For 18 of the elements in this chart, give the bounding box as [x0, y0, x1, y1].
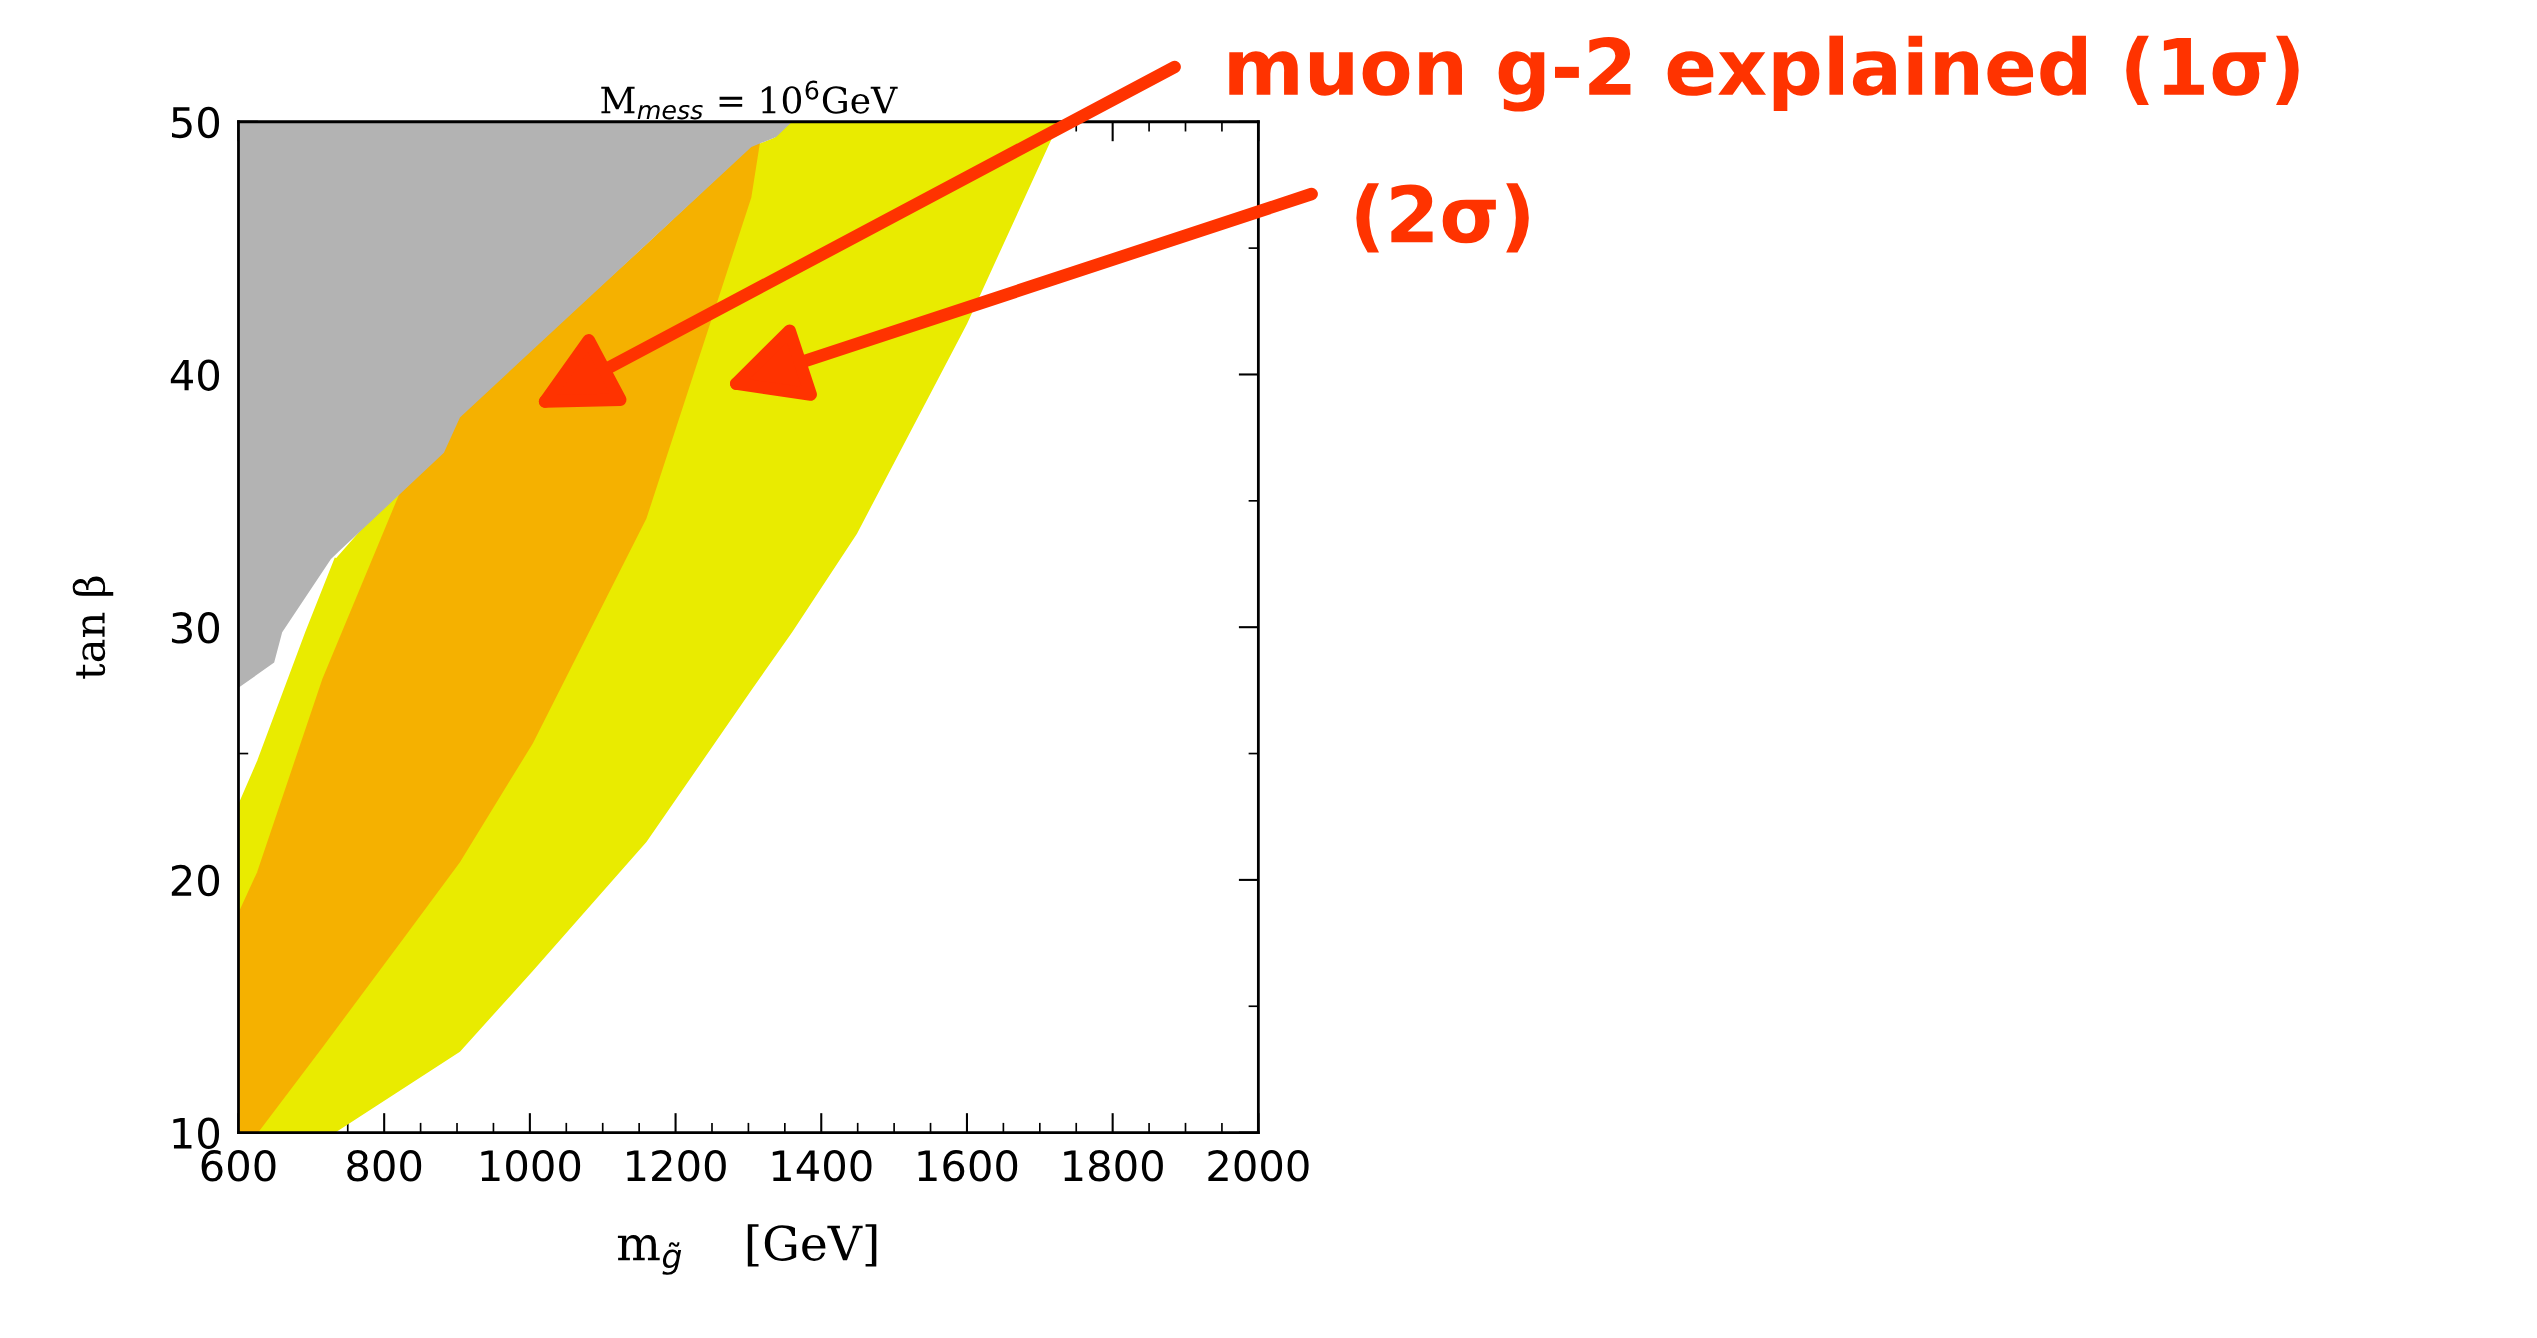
x-tick-label: 1600	[918, 1150, 1018, 1182]
chart-title: M$_{mess}$ = 10$^{6}$GeV	[601, 80, 898, 120]
x-tick-label: 1400	[772, 1150, 872, 1182]
x-tick-label: 600	[201, 1150, 276, 1182]
y-tick-label: 50	[172, 106, 220, 139]
x-tick-label: 1000	[481, 1150, 581, 1182]
text: m$_{g̃}$ [GeV]	[617, 1224, 877, 1275]
y-tick-label: 40	[170, 359, 220, 391]
x-tick-label: 1200	[627, 1150, 726, 1182]
x-tick-label: 1800	[1064, 1150, 1163, 1182]
x-tick-label: 2000	[1208, 1150, 1309, 1182]
y-tick-label: 20	[171, 864, 220, 897]
y-tick-label: 10	[173, 1117, 220, 1150]
y-tick-label: 30	[171, 612, 220, 644]
text: (2σ)	[1356, 183, 1529, 253]
text: muon g-2 explained (1σ)	[1229, 35, 2299, 112]
x-tick-label: 800	[347, 1150, 422, 1182]
y-axis-title: tan β	[72, 576, 114, 679]
